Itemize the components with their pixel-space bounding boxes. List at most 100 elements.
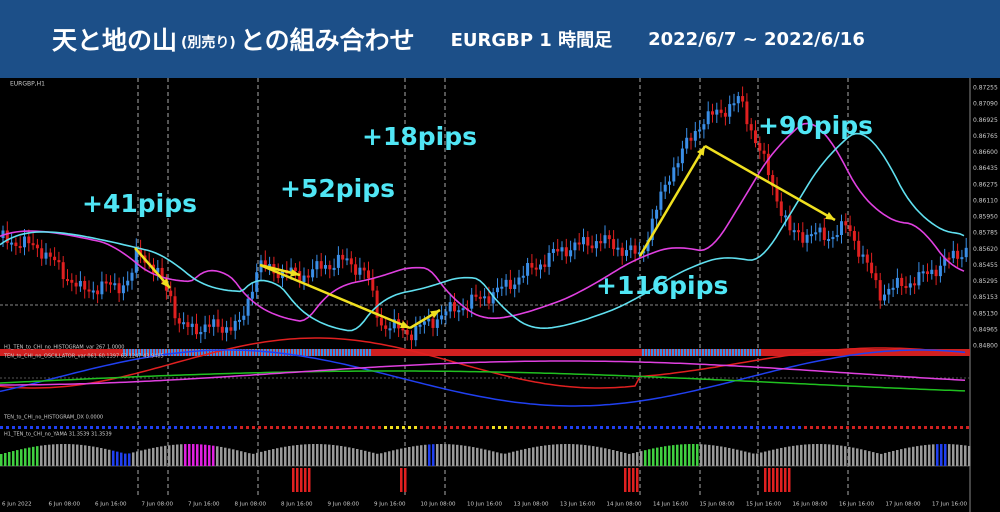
symbol-label: EURGBP,H1 [10, 81, 45, 88]
time-label: 8 Jun 08:00 [235, 502, 267, 508]
yama-bar [428, 444, 431, 466]
hist-bar [222, 349, 224, 356]
yama-bar [888, 451, 891, 466]
hist-bar [207, 349, 209, 356]
candle [384, 325, 388, 329]
hist-bar [198, 349, 200, 356]
candle [418, 324, 422, 327]
hist-bar [714, 349, 716, 356]
yama-bar [268, 449, 271, 466]
dot [540, 426, 543, 429]
dot [348, 426, 351, 429]
time-label: 15 Jun 16:00 [746, 502, 781, 508]
title-note: (別売り) [181, 35, 236, 51]
arrow-head [290, 268, 300, 277]
yama-bar-down [296, 468, 299, 492]
candle [156, 267, 160, 273]
dot [282, 426, 285, 429]
hist-bar [297, 349, 299, 356]
dot [870, 426, 873, 429]
dot [780, 426, 783, 429]
hist-bar [723, 349, 725, 356]
dot [48, 426, 51, 429]
price-label: 0.86110 [973, 197, 998, 204]
dot [54, 426, 57, 429]
yama-bar [748, 452, 751, 466]
yama-bar [688, 444, 691, 466]
dot [792, 426, 795, 429]
hist-bar [666, 349, 668, 356]
candle [921, 271, 925, 274]
yama-bar [544, 445, 547, 466]
dot [138, 426, 141, 429]
yama-bar [700, 444, 703, 466]
candle [61, 262, 65, 280]
dot [444, 426, 447, 429]
period: 2022/6/7 ~ 2022/6/16 [648, 28, 865, 50]
yama-bar [324, 444, 327, 466]
hist-bar [651, 349, 653, 356]
yama-bar [620, 451, 623, 466]
yama-bar [548, 444, 551, 466]
yama-bar [908, 447, 911, 466]
yama-bar [804, 444, 807, 466]
arrow-head [161, 278, 170, 288]
yama-bar [580, 444, 583, 466]
time-label: 14 Jun 08:00 [607, 502, 642, 508]
osc-line [0, 370, 966, 392]
hist-bar [678, 349, 680, 356]
yama-bar [500, 453, 503, 466]
candle [698, 129, 702, 132]
hist-bar [663, 349, 665, 356]
arrow [259, 263, 411, 330]
hist-bar [699, 349, 701, 356]
hist-bar [171, 349, 173, 356]
yama-bar-down [636, 468, 639, 492]
dot [510, 426, 513, 429]
yama-bar [896, 450, 899, 466]
yama-bar [920, 445, 923, 466]
dot [822, 426, 825, 429]
yama-bar [40, 445, 43, 466]
yama-bar [344, 446, 347, 466]
dot [888, 426, 891, 429]
hist-bar [360, 349, 362, 356]
hist-bar [339, 349, 341, 356]
yama-bar [660, 446, 663, 466]
yama-bar [596, 446, 599, 466]
yama-bar [304, 444, 307, 466]
time-label: 6 Jun 08:00 [49, 502, 81, 508]
candle [298, 271, 302, 283]
yama-bar [684, 444, 687, 466]
yama-bar-down [304, 468, 307, 492]
annotation: +116pips [596, 271, 728, 300]
yama-bar [92, 446, 95, 466]
candle [913, 283, 917, 286]
candle [83, 280, 87, 290]
price-label: 0.86275 [973, 181, 998, 188]
yama-bar [528, 448, 531, 466]
dot [12, 426, 15, 429]
candle [947, 257, 951, 260]
dot [936, 426, 939, 429]
candle [289, 267, 293, 274]
dot [396, 426, 399, 429]
candle [655, 209, 659, 219]
annotation: +41pips [82, 189, 197, 218]
hist-bar [729, 349, 731, 356]
time-label: 17 Jun 16:00 [932, 502, 967, 508]
dot [234, 426, 237, 429]
hist-bar [225, 349, 227, 356]
time-label: 7 Jun 08:00 [142, 502, 174, 508]
candle [728, 104, 732, 117]
candle [268, 264, 272, 267]
yama-bar [252, 453, 255, 466]
yama-bar [396, 449, 399, 466]
candle [676, 163, 680, 168]
candle [190, 323, 194, 327]
yama-bar [288, 446, 291, 466]
dot [354, 426, 357, 429]
candle [328, 265, 332, 270]
dot [486, 426, 489, 429]
hist-bar [252, 349, 254, 356]
